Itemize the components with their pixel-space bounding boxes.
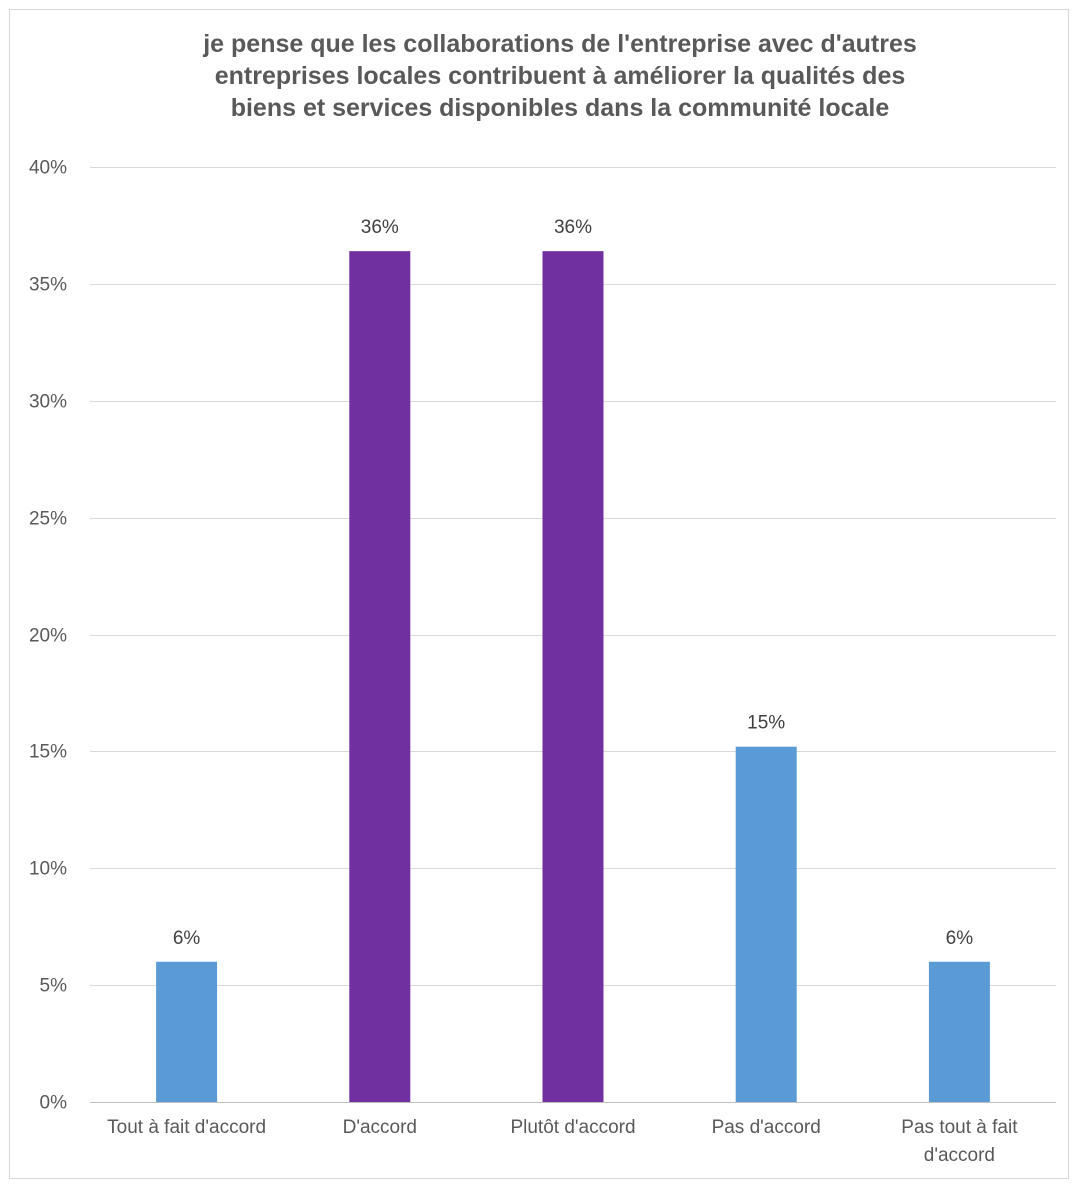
- chart-title-line-2: entreprises locales contribuent à amélio…: [214, 62, 906, 90]
- bar: [928, 961, 990, 1102]
- bar: [156, 961, 218, 1102]
- data-label: 36%: [361, 217, 399, 238]
- x-tick-label: Pas tout à fait d'accord: [901, 1117, 1018, 1166]
- y-tick-label: 35%: [29, 275, 67, 296]
- y-tick-label: 5%: [40, 976, 68, 997]
- chart-title-line-1: je pense que les collaborations de l'ent…: [203, 30, 917, 58]
- x-tick-label: Pas d'accord: [712, 1117, 821, 1138]
- y-tick-label: 40%: [29, 158, 67, 179]
- x-tick-label: Plutôt d'accord: [510, 1117, 635, 1138]
- x-tick-label-line: Tout à fait d'accord: [107, 1117, 266, 1138]
- chart-title-line-3: biens et services disponibles dans la co…: [230, 94, 890, 122]
- y-tick-label: 20%: [29, 626, 67, 647]
- data-label: 15%: [747, 713, 785, 734]
- data-label: 6%: [173, 928, 201, 949]
- data-labels: 6% 36% 36% 15% 6%: [173, 217, 973, 949]
- y-tick-label: 30%: [29, 392, 67, 413]
- bar: [349, 251, 411, 1102]
- y-tick-label: 15%: [29, 742, 67, 763]
- x-tick-label-line: D'accord: [343, 1117, 417, 1138]
- y-tick-label: 25%: [29, 509, 67, 530]
- y-axis-tick-labels: 0% 5% 10% 15% 20% 25% 30% 35% 40%: [29, 158, 67, 1114]
- x-tick-label-line: Plutôt d'accord: [510, 1117, 635, 1138]
- bar: [542, 251, 604, 1102]
- bar: [735, 746, 797, 1102]
- chart-title: je pense que les collaborations de l'ent…: [60, 28, 1060, 124]
- x-tick-label-line: Pas tout à fait: [901, 1117, 1018, 1138]
- bars: [156, 251, 990, 1102]
- data-label: 36%: [554, 217, 592, 238]
- x-tick-label-line: d'accord: [924, 1145, 995, 1166]
- y-tick-label: 0%: [40, 1093, 68, 1114]
- x-axis-category-labels: Tout à fait d'accord D'accord Plutôt d'acc…: [107, 1117, 1018, 1166]
- y-tick-label: 10%: [29, 859, 67, 880]
- x-tick-label: Tout à fait d'accord: [107, 1117, 266, 1138]
- x-tick-label-line: Pas d'accord: [712, 1117, 821, 1138]
- x-tick-label: D'accord: [343, 1117, 417, 1138]
- data-label: 6%: [946, 928, 974, 949]
